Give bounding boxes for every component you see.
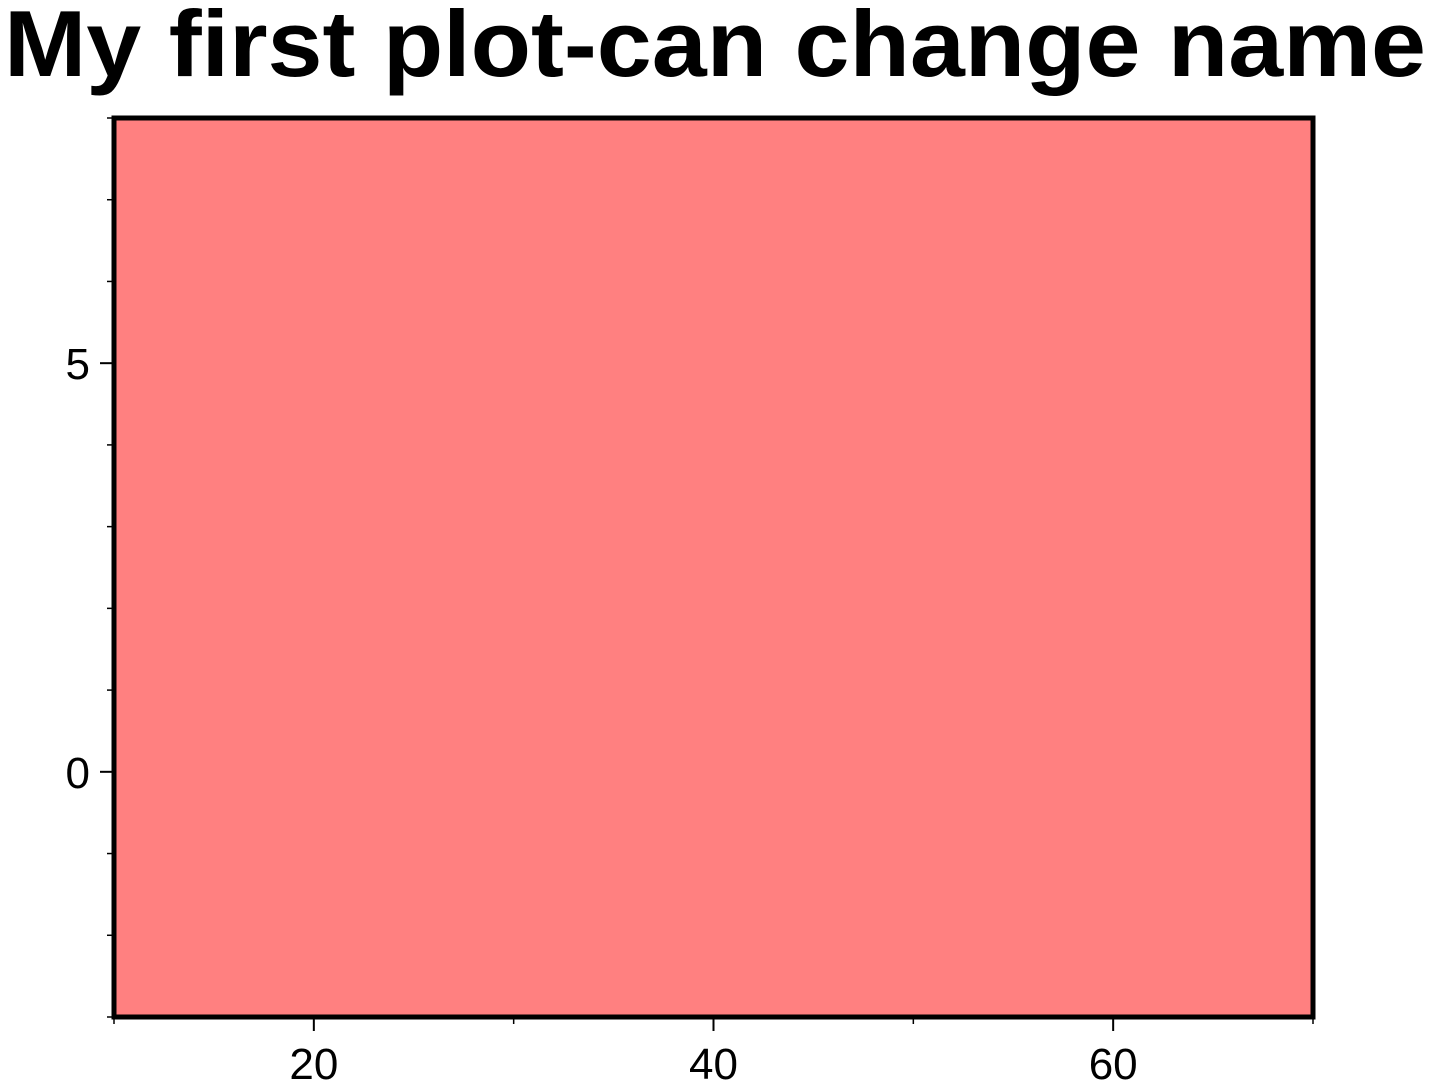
tick-labels: 20 40 60 0 5 bbox=[66, 340, 1138, 1081]
x-tick-label: 20 bbox=[289, 1040, 338, 1081]
y-tick-label: 5 bbox=[66, 340, 90, 389]
x-tick-label: 60 bbox=[1089, 1040, 1138, 1081]
y-tick-label: 0 bbox=[66, 749, 90, 798]
chart-title: My first plot-can change name bbox=[4, 0, 1426, 96]
plot-frame bbox=[111, 115, 1316, 1020]
plot-background-fill bbox=[114, 118, 1313, 1017]
x-tick-label: 40 bbox=[689, 1040, 738, 1081]
